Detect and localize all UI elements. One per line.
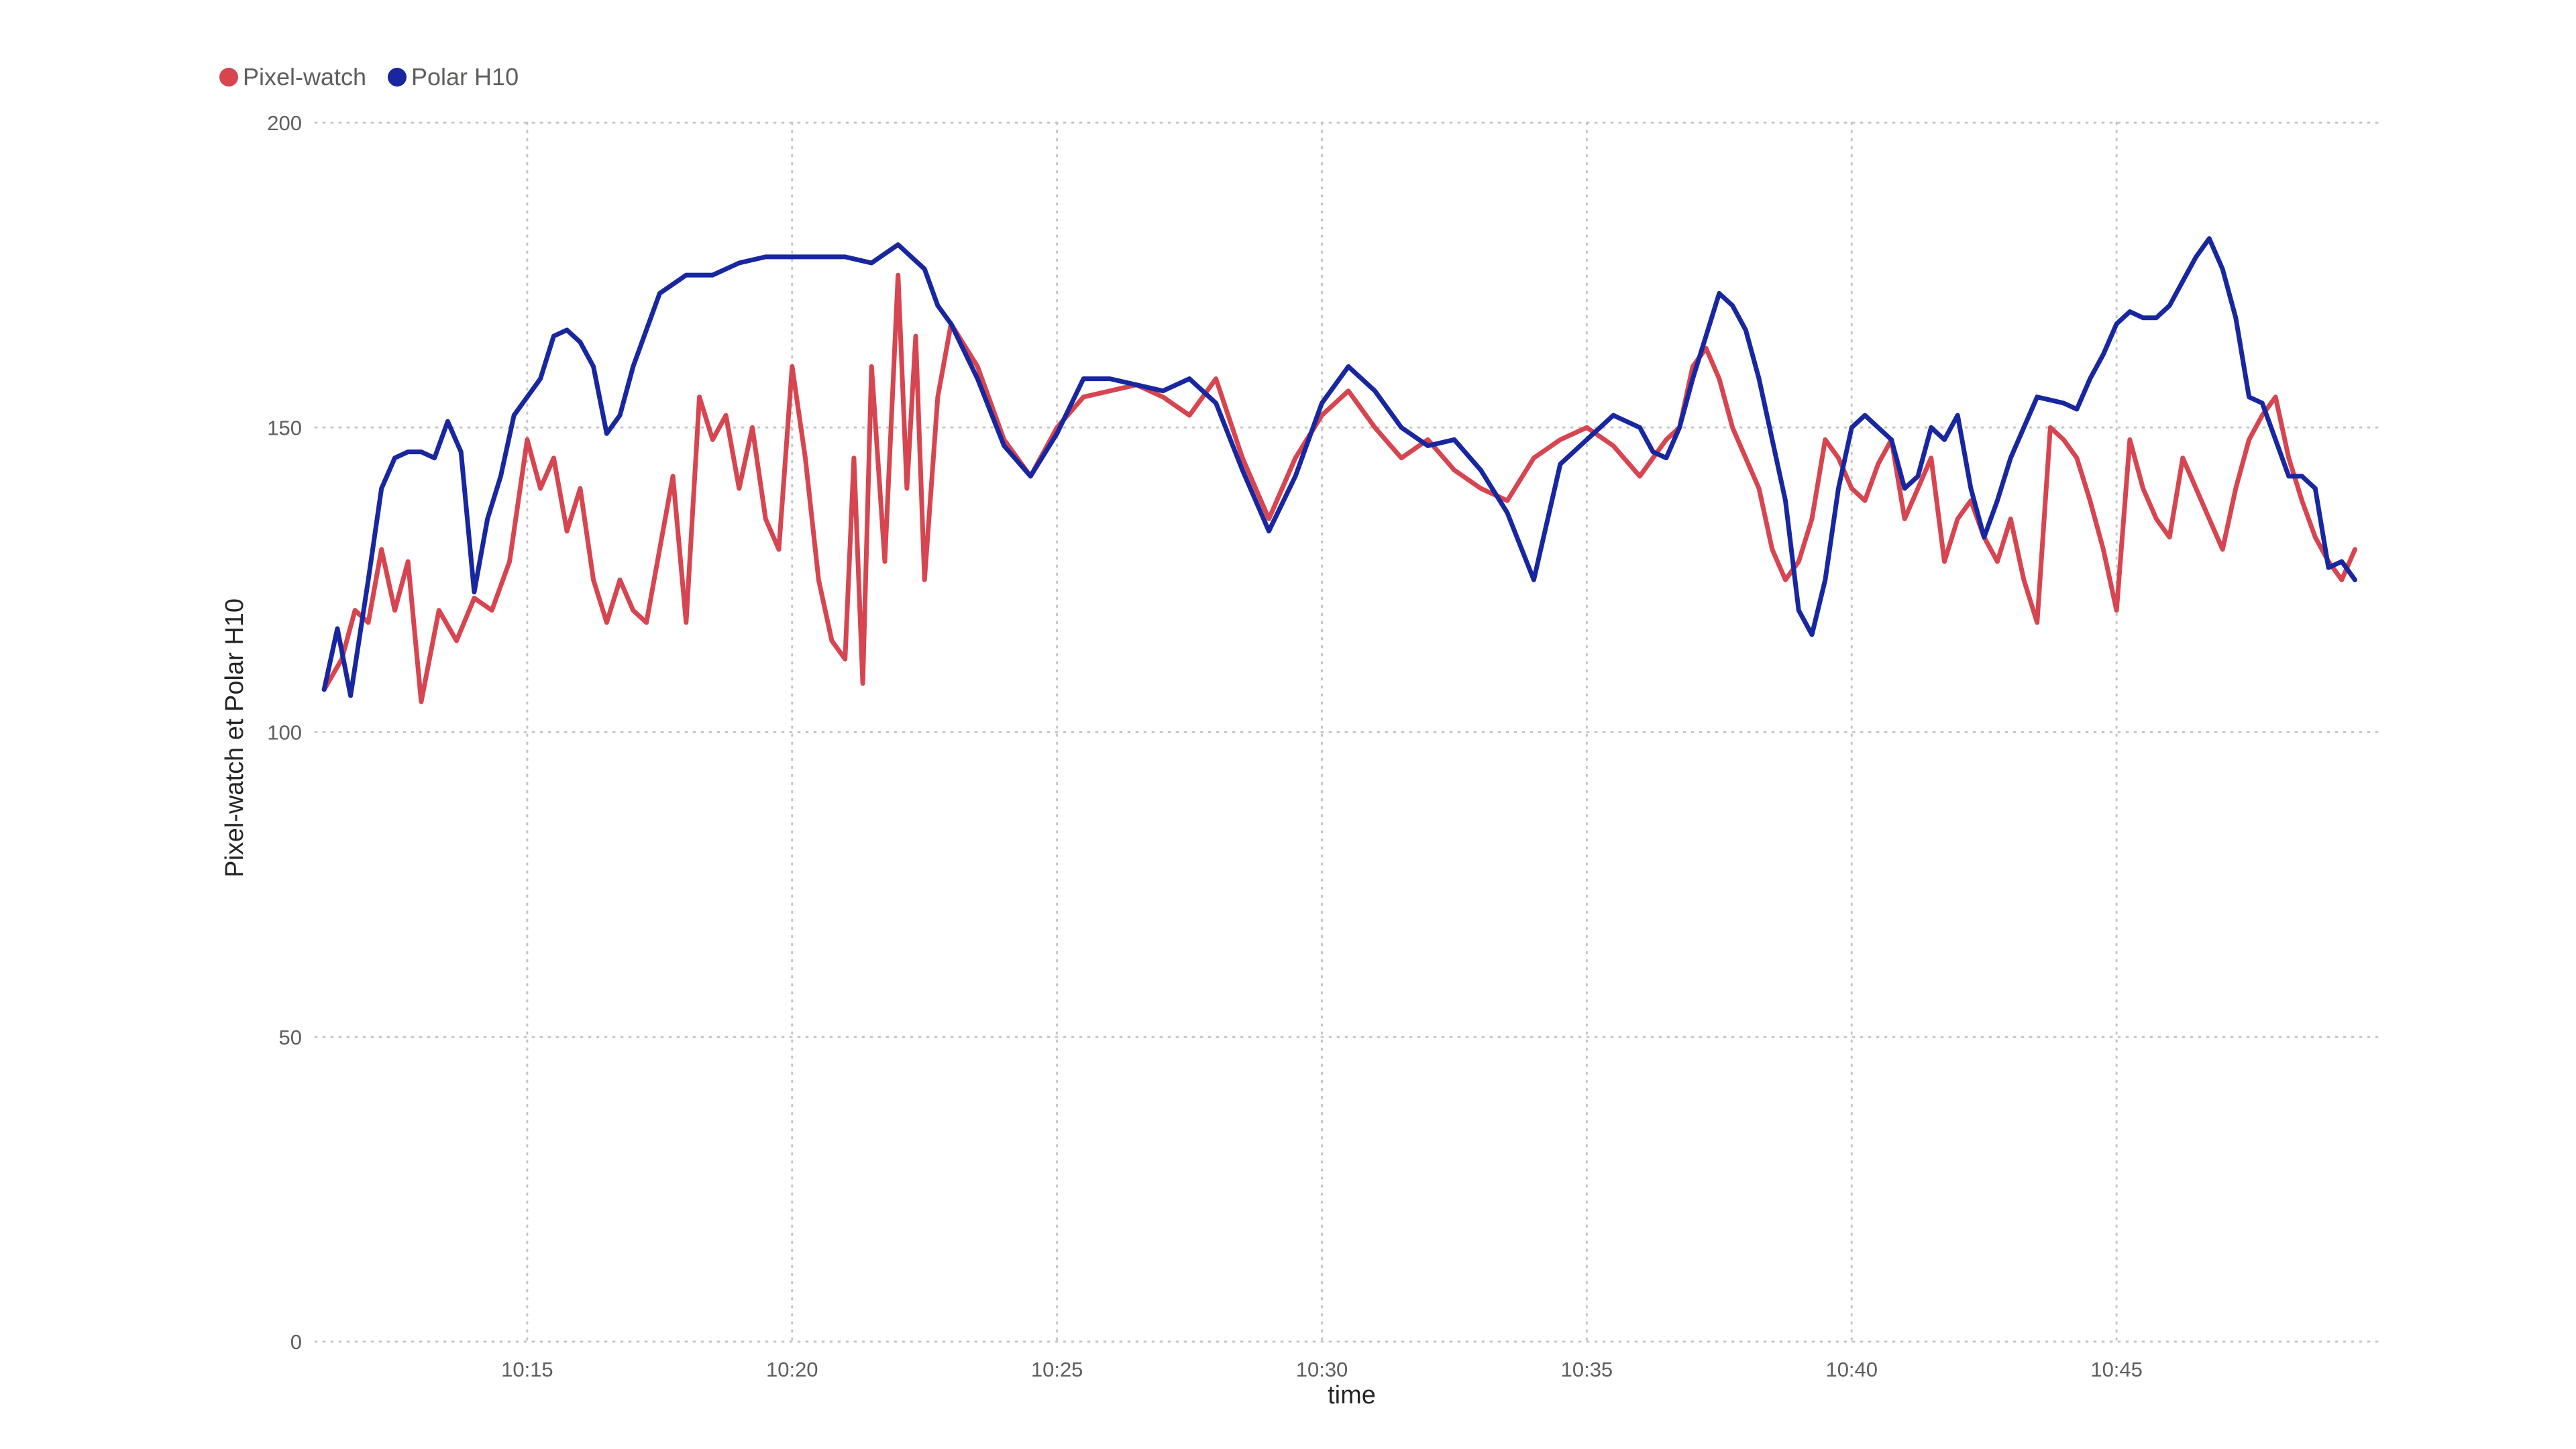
x-axis-title: time bbox=[1328, 1381, 1376, 1409]
x-tick-label: 10:20 bbox=[766, 1358, 818, 1381]
x-axis-ticks: 10:15 10:20 10:25 10:30 10:35 10:40 10:45 bbox=[501, 1358, 2143, 1381]
y-tick-label: 150 bbox=[267, 416, 302, 439]
gridlines bbox=[314, 121, 2383, 1343]
legend-marker-pixel-watch bbox=[219, 68, 238, 87]
x-tick-label: 10:15 bbox=[501, 1358, 553, 1381]
x-tick-label: 10:40 bbox=[1825, 1358, 1878, 1381]
legend-label-polar-h10: Polar H10 bbox=[411, 63, 519, 91]
x-tick-label: 10:25 bbox=[1031, 1358, 1083, 1381]
legend-label-pixel-watch: Pixel-watch bbox=[243, 63, 366, 91]
legend-item-polar-h10[interactable]: Polar H10 bbox=[388, 63, 519, 91]
x-tick-label: 10:30 bbox=[1296, 1358, 1348, 1381]
plot-area bbox=[321, 236, 2357, 704]
legend: Pixel-watch Polar H10 bbox=[219, 63, 519, 91]
y-axis-title: Pixel-watch et Polar H10 bbox=[221, 598, 249, 877]
y-tick-label: 0 bbox=[290, 1330, 302, 1354]
series-line-polar-h10[interactable] bbox=[321, 236, 2357, 698]
legend-item-pixel-watch[interactable]: Pixel-watch bbox=[219, 63, 366, 91]
y-tick-label: 200 bbox=[267, 111, 302, 135]
y-tick-label: 100 bbox=[267, 721, 302, 745]
y-axis-ticks: 0 50 100 150 200 bbox=[267, 111, 302, 1354]
y-tick-label: 50 bbox=[279, 1026, 302, 1049]
x-tick-label: 10:45 bbox=[2090, 1358, 2143, 1381]
x-tick-label: 10:35 bbox=[1561, 1358, 1613, 1381]
series-line-pixel-watch[interactable] bbox=[321, 272, 2357, 704]
legend-marker-polar-h10 bbox=[388, 68, 407, 87]
